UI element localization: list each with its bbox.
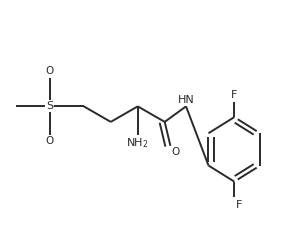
Text: O: O (172, 147, 180, 157)
Text: NH$_2$: NH$_2$ (126, 136, 149, 150)
Text: F: F (231, 90, 237, 100)
Text: F: F (236, 200, 242, 210)
Text: HN: HN (178, 95, 194, 105)
Text: O: O (45, 136, 54, 146)
Text: S: S (46, 101, 53, 111)
Text: O: O (45, 66, 54, 76)
